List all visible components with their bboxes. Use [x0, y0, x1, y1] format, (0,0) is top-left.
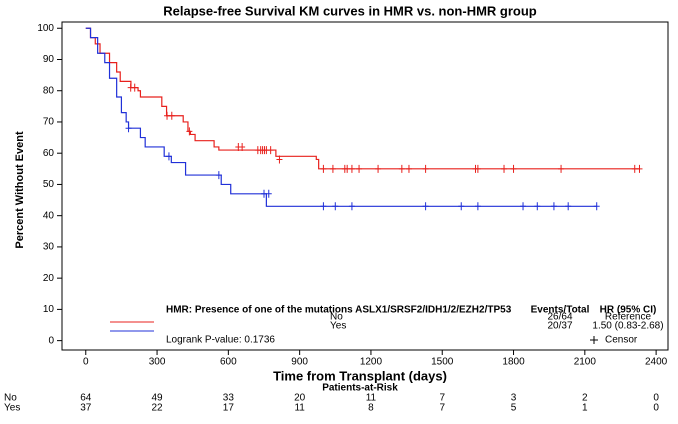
legend-events: 26/64: [547, 312, 572, 323]
risk-count: 49: [151, 393, 163, 404]
y-axis-label: Percent Without Event: [14, 131, 26, 249]
chart-title: Relapse-free Survival KM curves in HMR v…: [163, 3, 537, 18]
censor-mark: [558, 164, 565, 173]
censor-mark: [320, 202, 327, 211]
censor-mark: [276, 155, 283, 164]
risk-count: 8: [368, 403, 374, 414]
censor-mark: [458, 202, 465, 211]
risk-count: 2: [582, 393, 588, 404]
y-tick-label: 10: [43, 304, 55, 315]
censor-mark: [565, 202, 572, 211]
risk-count: 22: [151, 403, 163, 414]
risk-count: 20: [294, 393, 306, 404]
risk-count: 11: [294, 403, 305, 414]
risk-row-label: Yes: [4, 403, 20, 414]
x-tick-label: 1500: [431, 357, 454, 368]
censor-mark: [356, 164, 363, 173]
censor-mark: [474, 164, 481, 173]
censor-mark: [329, 164, 336, 173]
risk-count: 7: [439, 393, 445, 404]
censor-mark: [510, 164, 517, 173]
survival-curve: [85, 27, 640, 170]
x-tick-label: 1800: [502, 357, 525, 368]
x-tick-label: 900: [291, 357, 308, 368]
censor-mark: [636, 164, 643, 173]
legend-events: 20/37: [547, 321, 572, 332]
legend-title: HMR: Presence of one of the mutations AS…: [166, 305, 512, 316]
y-tick-label: 40: [43, 210, 55, 221]
legend-hr: 1.50 (0.83-2.68): [592, 321, 663, 332]
x-tick-label: 600: [220, 357, 237, 368]
censor-mark: [593, 202, 600, 211]
risk-count: 5: [511, 403, 517, 414]
legend-name: Yes: [330, 321, 346, 332]
legend-hr: Reference: [605, 312, 652, 323]
censor-mark: [265, 189, 272, 198]
censor-mark: [267, 146, 274, 155]
x-tick-label: 300: [149, 357, 166, 368]
censor-mark: [375, 164, 382, 173]
risk-count: 3: [511, 393, 517, 404]
censor-mark: [520, 202, 527, 211]
risk-count: 7: [439, 403, 445, 414]
x-tick-label: 2400: [645, 357, 668, 368]
risk-title: Patients-at-Risk: [322, 383, 398, 394]
censor-mark: [165, 152, 172, 161]
censor-mark: [422, 164, 429, 173]
risk-count: 64: [80, 393, 92, 404]
survival-curve: [85, 27, 597, 207]
y-tick-label: 90: [43, 54, 55, 65]
censor-mark: [422, 202, 429, 211]
censor-mark: [131, 83, 138, 92]
x-tick-label: 2100: [574, 357, 597, 368]
censor-mark: [125, 124, 132, 133]
legend-pvalue: Logrank P-value: 0.1736: [166, 335, 275, 346]
censor-mark: [398, 164, 405, 173]
x-tick-label: 1200: [360, 357, 383, 368]
risk-count: 37: [80, 403, 92, 414]
y-tick-label: 100: [37, 23, 54, 34]
censor-mark: [168, 111, 175, 120]
x-tick-label: 0: [83, 357, 89, 368]
y-tick-label: 50: [43, 179, 55, 190]
plot-frame: [61, 21, 669, 351]
legend-censor: Censor: [605, 335, 638, 346]
y-tick-label: 0: [48, 335, 54, 346]
censor-symbol: [590, 336, 598, 344]
risk-count: 1: [582, 403, 588, 414]
legend-hr-header: HR (95% CI): [600, 305, 657, 316]
legend-name: No: [330, 312, 343, 323]
risk-count: 33: [223, 393, 235, 404]
y-tick-label: 80: [43, 85, 55, 96]
risk-count: 11: [366, 393, 377, 404]
y-tick-label: 60: [43, 148, 55, 159]
censor-mark: [405, 164, 412, 173]
censor-mark: [550, 202, 557, 211]
censor-mark: [348, 164, 355, 173]
y-tick-label: 20: [43, 273, 55, 284]
y-tick-label: 30: [43, 242, 55, 253]
legend-events-header: Events/Total: [531, 305, 590, 316]
censor-mark: [501, 164, 508, 173]
censor-mark: [186, 127, 193, 136]
censor-mark: [474, 202, 481, 211]
y-tick-label: 70: [43, 117, 55, 128]
censor-mark: [534, 202, 541, 211]
risk-count: 0: [653, 393, 659, 404]
risk-count: 17: [223, 403, 235, 414]
censor-mark: [320, 164, 327, 173]
x-axis-label: Time from Transplant (days): [273, 368, 447, 383]
risk-count: 0: [653, 403, 659, 414]
censor-mark: [215, 171, 222, 180]
censor-mark: [348, 202, 355, 211]
censor-mark: [332, 202, 339, 211]
censor-mark: [239, 142, 246, 151]
risk-row-label: No: [4, 393, 17, 404]
